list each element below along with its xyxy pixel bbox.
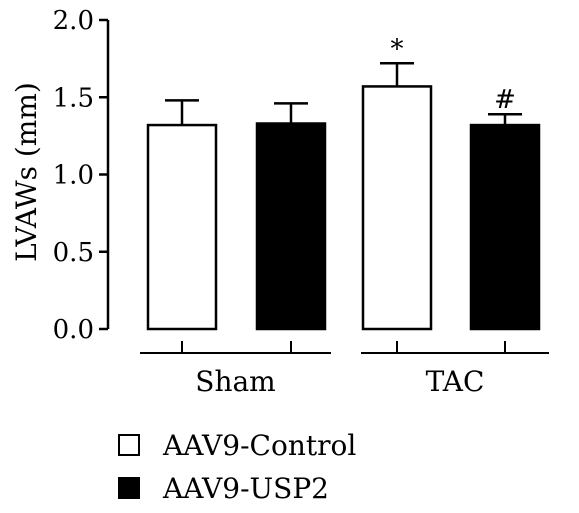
significance-marker: # — [494, 85, 516, 115]
bar — [146, 123, 218, 331]
y-tick-label: 0.0 — [53, 315, 94, 345]
bar — [255, 122, 327, 331]
significance-marker: * — [391, 34, 404, 64]
y-axis-title: LVAWs (mm) — [10, 82, 43, 262]
y-tick-label: 1.0 — [53, 161, 94, 191]
legend-swatch — [118, 477, 140, 499]
y-tick-label: 0.5 — [53, 238, 94, 268]
axes: 0.0 0.5 1.0 1.5 2.0 — [53, 6, 110, 345]
y-tick-label: 1.5 — [53, 83, 94, 113]
legend-swatch — [118, 434, 140, 456]
group-label: Sham — [195, 365, 275, 398]
legend: AAV9-Control AAV9-USP2 — [118, 429, 356, 505]
y-tick-label: 2.0 — [53, 6, 94, 36]
group-label: TAC — [426, 365, 485, 398]
legend-label: AAV9-Control — [162, 429, 356, 462]
bar — [361, 85, 433, 331]
bars: *# — [146, 34, 541, 331]
legend-label: AAV9-USP2 — [162, 472, 329, 505]
bar — [469, 123, 541, 331]
group-labels: Sham TAC — [140, 341, 549, 398]
